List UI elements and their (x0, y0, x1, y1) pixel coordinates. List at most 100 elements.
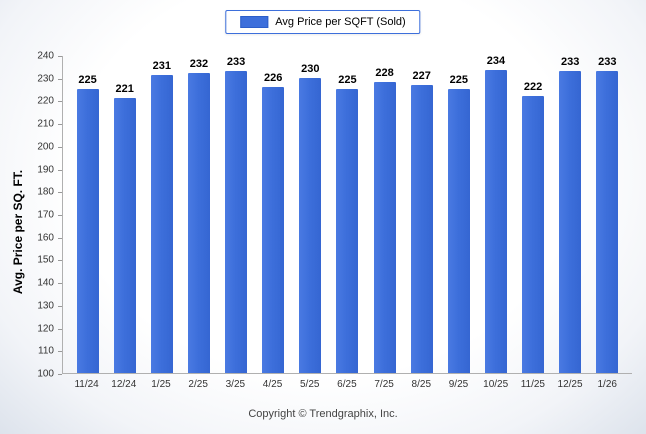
x-tick-label: 1/26 (597, 379, 617, 390)
y-tick-label: 210 (37, 118, 54, 130)
y-tick-mark (58, 56, 62, 57)
y-tick-mark (58, 124, 62, 126)
y-tick-label: 150 (37, 254, 54, 266)
bar-1-25 (150, 75, 173, 373)
bar-value-label: 233 (598, 55, 617, 68)
bar-column: 231 (144, 56, 180, 373)
bar-value-label: 222 (523, 80, 543, 93)
bar-value-label: 228 (375, 67, 394, 80)
bar-value-label: 232 (189, 58, 209, 71)
y-tick-mark (58, 215, 62, 216)
y-tick-label: 120 (37, 323, 54, 335)
bar-column: 234 (478, 56, 514, 373)
y-tick-mark (58, 169, 62, 171)
bar-column: 225 (70, 56, 106, 373)
bar-2-25 (187, 73, 210, 373)
bar-4-25 (262, 86, 285, 373)
x-tick-label: 6/25 (337, 379, 357, 390)
x-axis-labels: 11/24 12/24 1/25 2/25 3/25 4/25 5/25 6/25 7/25 8/… (62, 379, 632, 390)
bar-column: 225 (441, 56, 477, 373)
x-tick-label: 8/25 (411, 379, 432, 390)
bar-10-25 (484, 70, 507, 373)
y-tick-mark (58, 374, 62, 375)
chart-area: Avg. Price per SQ. FT. 240 230 220 210 200 19… (8, 51, 632, 408)
legend-label: Avg Price per SQFT (Sold) (275, 16, 406, 28)
bar-11-24 (76, 89, 99, 373)
y-tick-label: 180 (37, 186, 54, 198)
bar-column: 225 (329, 56, 365, 373)
bar-12-24 (113, 98, 136, 373)
bar-column: 221 (107, 56, 143, 373)
y-tick-label: 220 (37, 95, 54, 107)
x-tick-label: 9/25 (448, 379, 469, 390)
x-tick-label: 7/25 (374, 379, 394, 390)
bar-column: 222 (515, 56, 551, 373)
x-tick-label: 4/25 (262, 379, 283, 390)
x-tick-label: 3/25 (225, 379, 246, 390)
y-tick-label: 110 (38, 345, 54, 357)
y-tick-label: 130 (37, 300, 54, 312)
y-tick-label: 160 (37, 232, 54, 244)
x-tick-label: 10/25 (483, 379, 509, 390)
plot-column: 225 221 231 232 233 226 230 225 228 227 225 234 222 2… (62, 56, 632, 408)
bar-value-label: 233 (561, 55, 580, 68)
bar-value-label: 234 (486, 55, 506, 67)
y-tick-mark (58, 78, 62, 80)
bar-value-label: 225 (338, 74, 357, 87)
bar-column: 232 (181, 56, 217, 373)
y-tick-label: 100 (37, 368, 54, 380)
y-tick-mark (58, 283, 62, 285)
y-tick-mark (58, 305, 62, 307)
x-tick-label: 2/25 (188, 379, 208, 390)
bar-column: 228 (367, 56, 403, 373)
y-tick-mark (58, 192, 62, 194)
plot-area: 225 221 231 232 233 226 230 225 228 227 225 234 222 2… (62, 56, 632, 374)
bar-9-25 (447, 89, 470, 373)
bar-8-25 (410, 84, 433, 373)
y-tick-mark (58, 237, 62, 239)
y-tick-label: 240 (37, 50, 54, 62)
y-tick-mark (58, 260, 62, 262)
bar-value-label: 230 (301, 62, 320, 75)
y-tick-label: 200 (37, 141, 54, 153)
y-tick-mark (58, 101, 62, 103)
y-tick-label: 230 (37, 73, 54, 85)
bar-column: 233 (589, 56, 625, 373)
bar-1-26 (596, 70, 619, 373)
bar-12-25 (559, 70, 582, 373)
y-tick-mark (58, 328, 62, 330)
y-tick-label: 170 (37, 209, 54, 221)
bar-7-25 (373, 82, 396, 373)
bar-6-25 (336, 89, 359, 373)
x-tick-label: 12/25 (557, 379, 583, 390)
bar-column: 233 (552, 56, 588, 373)
bar-column: 227 (404, 56, 440, 373)
bar-value-label: 231 (152, 60, 171, 73)
copyright-text: Copyright © Trendgraphix, Inc. (248, 408, 398, 420)
y-tick-label: 140 (37, 277, 54, 289)
legend-swatch-avg-price (240, 16, 269, 28)
x-tick-label: 1/25 (151, 379, 171, 390)
x-tick-label: 11/25 (520, 379, 545, 390)
bar-value-label: 233 (226, 55, 246, 68)
y-tick-label: 190 (37, 164, 54, 176)
bar-value-label: 225 (78, 74, 97, 87)
bar-11-25 (522, 95, 545, 373)
y-tick-mark (58, 351, 62, 353)
bar-column: 233 (218, 56, 254, 373)
chart-legend: Avg Price per SQFT (Sold) (225, 10, 421, 34)
x-tick-label: 11/24 (74, 379, 99, 390)
y-axis: 240 230 220 210 200 190 180 170 160 150 140 130 120 1… (28, 51, 62, 380)
y-axis-title: Avg. Price per SQ. FT. (11, 169, 26, 295)
bar-5-25 (299, 77, 322, 373)
bar-value-label: 221 (115, 83, 134, 96)
x-tick-label: 12/24 (111, 379, 137, 390)
bar-value-label: 226 (264, 71, 283, 84)
bar-column: 226 (255, 56, 291, 373)
bar-column: 230 (292, 56, 328, 373)
bar-value-label: 225 (449, 74, 468, 87)
y-tick-mark (58, 146, 62, 148)
bar-value-label: 227 (412, 69, 431, 82)
bar-3-25 (225, 70, 248, 373)
